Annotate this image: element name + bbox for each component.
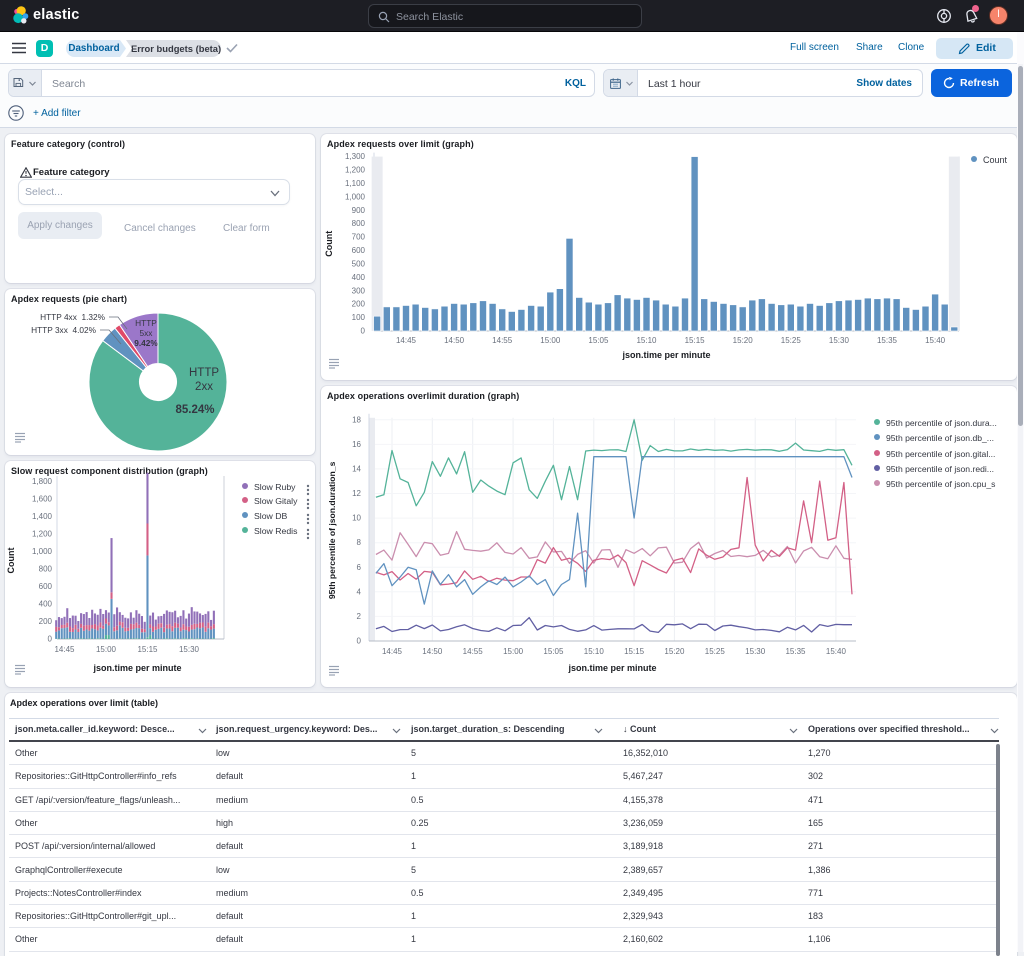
svg-text:0: 0 bbox=[48, 635, 53, 644]
svg-text:300: 300 bbox=[352, 286, 366, 295]
svg-text:14:50: 14:50 bbox=[422, 647, 443, 656]
svg-text:HTTP 3xx 4.02%: HTTP 3xx 4.02% bbox=[31, 325, 96, 335]
svg-text:16: 16 bbox=[352, 440, 361, 449]
svg-text:9.42%: 9.42% bbox=[134, 338, 158, 348]
svg-text:15:35: 15:35 bbox=[785, 647, 806, 656]
svg-text:900: 900 bbox=[352, 206, 366, 215]
svg-text:14:45: 14:45 bbox=[396, 336, 417, 345]
svg-text:95th percentile of json.durati: 95th percentile of json.duration_s bbox=[327, 461, 337, 599]
svg-text:HTTP: HTTP bbox=[189, 367, 219, 379]
svg-text:18: 18 bbox=[352, 415, 361, 424]
svg-text:14:55: 14:55 bbox=[463, 647, 484, 656]
svg-text:15:30: 15:30 bbox=[179, 645, 200, 654]
svg-text:14:45: 14:45 bbox=[382, 647, 403, 656]
svg-text:15:05: 15:05 bbox=[588, 336, 609, 345]
svg-text:HTTP: HTTP bbox=[135, 318, 157, 328]
svg-text:14:45: 14:45 bbox=[54, 645, 75, 654]
svg-text:0: 0 bbox=[361, 327, 366, 336]
svg-text:15:25: 15:25 bbox=[705, 647, 726, 656]
svg-text:2: 2 bbox=[357, 612, 362, 621]
svg-text:200: 200 bbox=[39, 617, 53, 626]
svg-text:Count: Count bbox=[324, 231, 334, 257]
svg-text:1,200: 1,200 bbox=[32, 530, 53, 539]
svg-text:800: 800 bbox=[39, 565, 53, 574]
svg-text:HTTP 4xx 1.32%: HTTP 4xx 1.32% bbox=[40, 312, 105, 322]
svg-text:15:00: 15:00 bbox=[96, 645, 117, 654]
svg-text:1,800: 1,800 bbox=[32, 477, 53, 486]
svg-text:15:20: 15:20 bbox=[664, 647, 685, 656]
svg-text:500: 500 bbox=[352, 259, 366, 268]
svg-text:85.24%: 85.24% bbox=[175, 404, 214, 416]
svg-text:json.time per minute: json.time per minute bbox=[567, 663, 656, 673]
svg-text:15:15: 15:15 bbox=[624, 647, 645, 656]
svg-text:14:50: 14:50 bbox=[444, 336, 465, 345]
svg-text:6: 6 bbox=[357, 563, 362, 572]
svg-text:15:30: 15:30 bbox=[745, 647, 766, 656]
svg-text:1,100: 1,100 bbox=[345, 179, 366, 188]
svg-text:Count: Count bbox=[6, 548, 16, 574]
svg-text:14: 14 bbox=[352, 464, 361, 473]
svg-text:15:00: 15:00 bbox=[503, 647, 524, 656]
svg-text:15:10: 15:10 bbox=[584, 647, 605, 656]
svg-text:600: 600 bbox=[39, 582, 53, 591]
svg-text:15:05: 15:05 bbox=[543, 647, 564, 656]
svg-text:1,600: 1,600 bbox=[32, 495, 53, 504]
svg-text:8: 8 bbox=[357, 538, 362, 547]
svg-text:200: 200 bbox=[352, 300, 366, 309]
svg-text:15:35: 15:35 bbox=[877, 336, 898, 345]
svg-text:15:10: 15:10 bbox=[636, 336, 657, 345]
svg-text:100: 100 bbox=[352, 313, 366, 322]
svg-text:15:15: 15:15 bbox=[137, 645, 158, 654]
svg-text:700: 700 bbox=[352, 233, 366, 242]
svg-text:15:30: 15:30 bbox=[829, 336, 850, 345]
svg-text:400: 400 bbox=[39, 600, 53, 609]
svg-text:15:40: 15:40 bbox=[826, 647, 847, 656]
svg-text:2xx: 2xx bbox=[195, 381, 213, 393]
svg-text:15:25: 15:25 bbox=[781, 336, 802, 345]
svg-text:15:00: 15:00 bbox=[540, 336, 561, 345]
svg-text:4: 4 bbox=[357, 587, 362, 596]
svg-text:json.time per minute: json.time per minute bbox=[92, 663, 181, 673]
svg-text:1,000: 1,000 bbox=[345, 192, 366, 201]
svg-text:1,000: 1,000 bbox=[32, 547, 53, 556]
svg-text:5xx: 5xx bbox=[140, 328, 154, 338]
svg-text:10: 10 bbox=[352, 514, 361, 523]
svg-text:14:55: 14:55 bbox=[492, 336, 513, 345]
svg-text:1,300: 1,300 bbox=[345, 152, 366, 161]
svg-text:400: 400 bbox=[352, 273, 366, 282]
svg-text:0: 0 bbox=[357, 637, 362, 646]
svg-text:15:20: 15:20 bbox=[733, 336, 754, 345]
svg-text:12: 12 bbox=[352, 489, 361, 498]
svg-text:1,400: 1,400 bbox=[32, 512, 53, 521]
svg-text:json.time per minute: json.time per minute bbox=[621, 350, 710, 360]
svg-text:15:40: 15:40 bbox=[925, 336, 946, 345]
svg-text:800: 800 bbox=[352, 219, 366, 228]
svg-text:1,200: 1,200 bbox=[345, 166, 366, 175]
svg-text:15:15: 15:15 bbox=[685, 336, 706, 345]
svg-text:600: 600 bbox=[352, 246, 366, 255]
